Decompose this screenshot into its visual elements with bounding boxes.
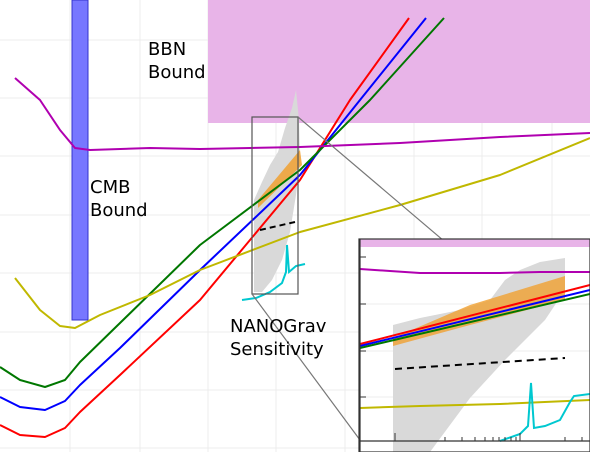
series-purple [14, 77, 590, 151]
inset-blue-line [359, 289, 590, 347]
main-dashed-line [259, 221, 296, 231]
nanograv-sensitivity-region [254, 90, 300, 292]
cmb-label-line1: CMB [90, 177, 130, 198]
nanograv-label-line1: NANOGrav [230, 316, 327, 337]
inset-yellow-line [359, 399, 590, 409]
inset-purple-line [359, 268, 590, 274]
bbn-region [208, 0, 590, 123]
inset-frame [358, 238, 590, 452]
inset-cyan-spectrum [499, 382, 590, 442]
inset-ticks [360, 256, 583, 441]
inset-red-line [359, 284, 590, 345]
cmb-label-line2: Bound [90, 200, 148, 221]
bbn-label-line2: Bound [148, 62, 206, 83]
main-cyan-spectrum [241, 244, 306, 301]
zoom-box [251, 116, 299, 295]
inset-bbn-strip [360, 239, 590, 247]
cmb-band [71, 0, 89, 321]
nanograv-label-line2: Sensitivity [230, 339, 324, 360]
series-green [0, 17, 445, 388]
series-yellow [14, 137, 590, 329]
inset-dashed-line [394, 357, 566, 370]
series-blue [0, 17, 427, 411]
inset-green-line [359, 293, 590, 349]
zoom-connector-bottom [251, 293, 361, 441]
bbn-label-line1: BBN [148, 39, 186, 60]
inset [358, 238, 590, 452]
